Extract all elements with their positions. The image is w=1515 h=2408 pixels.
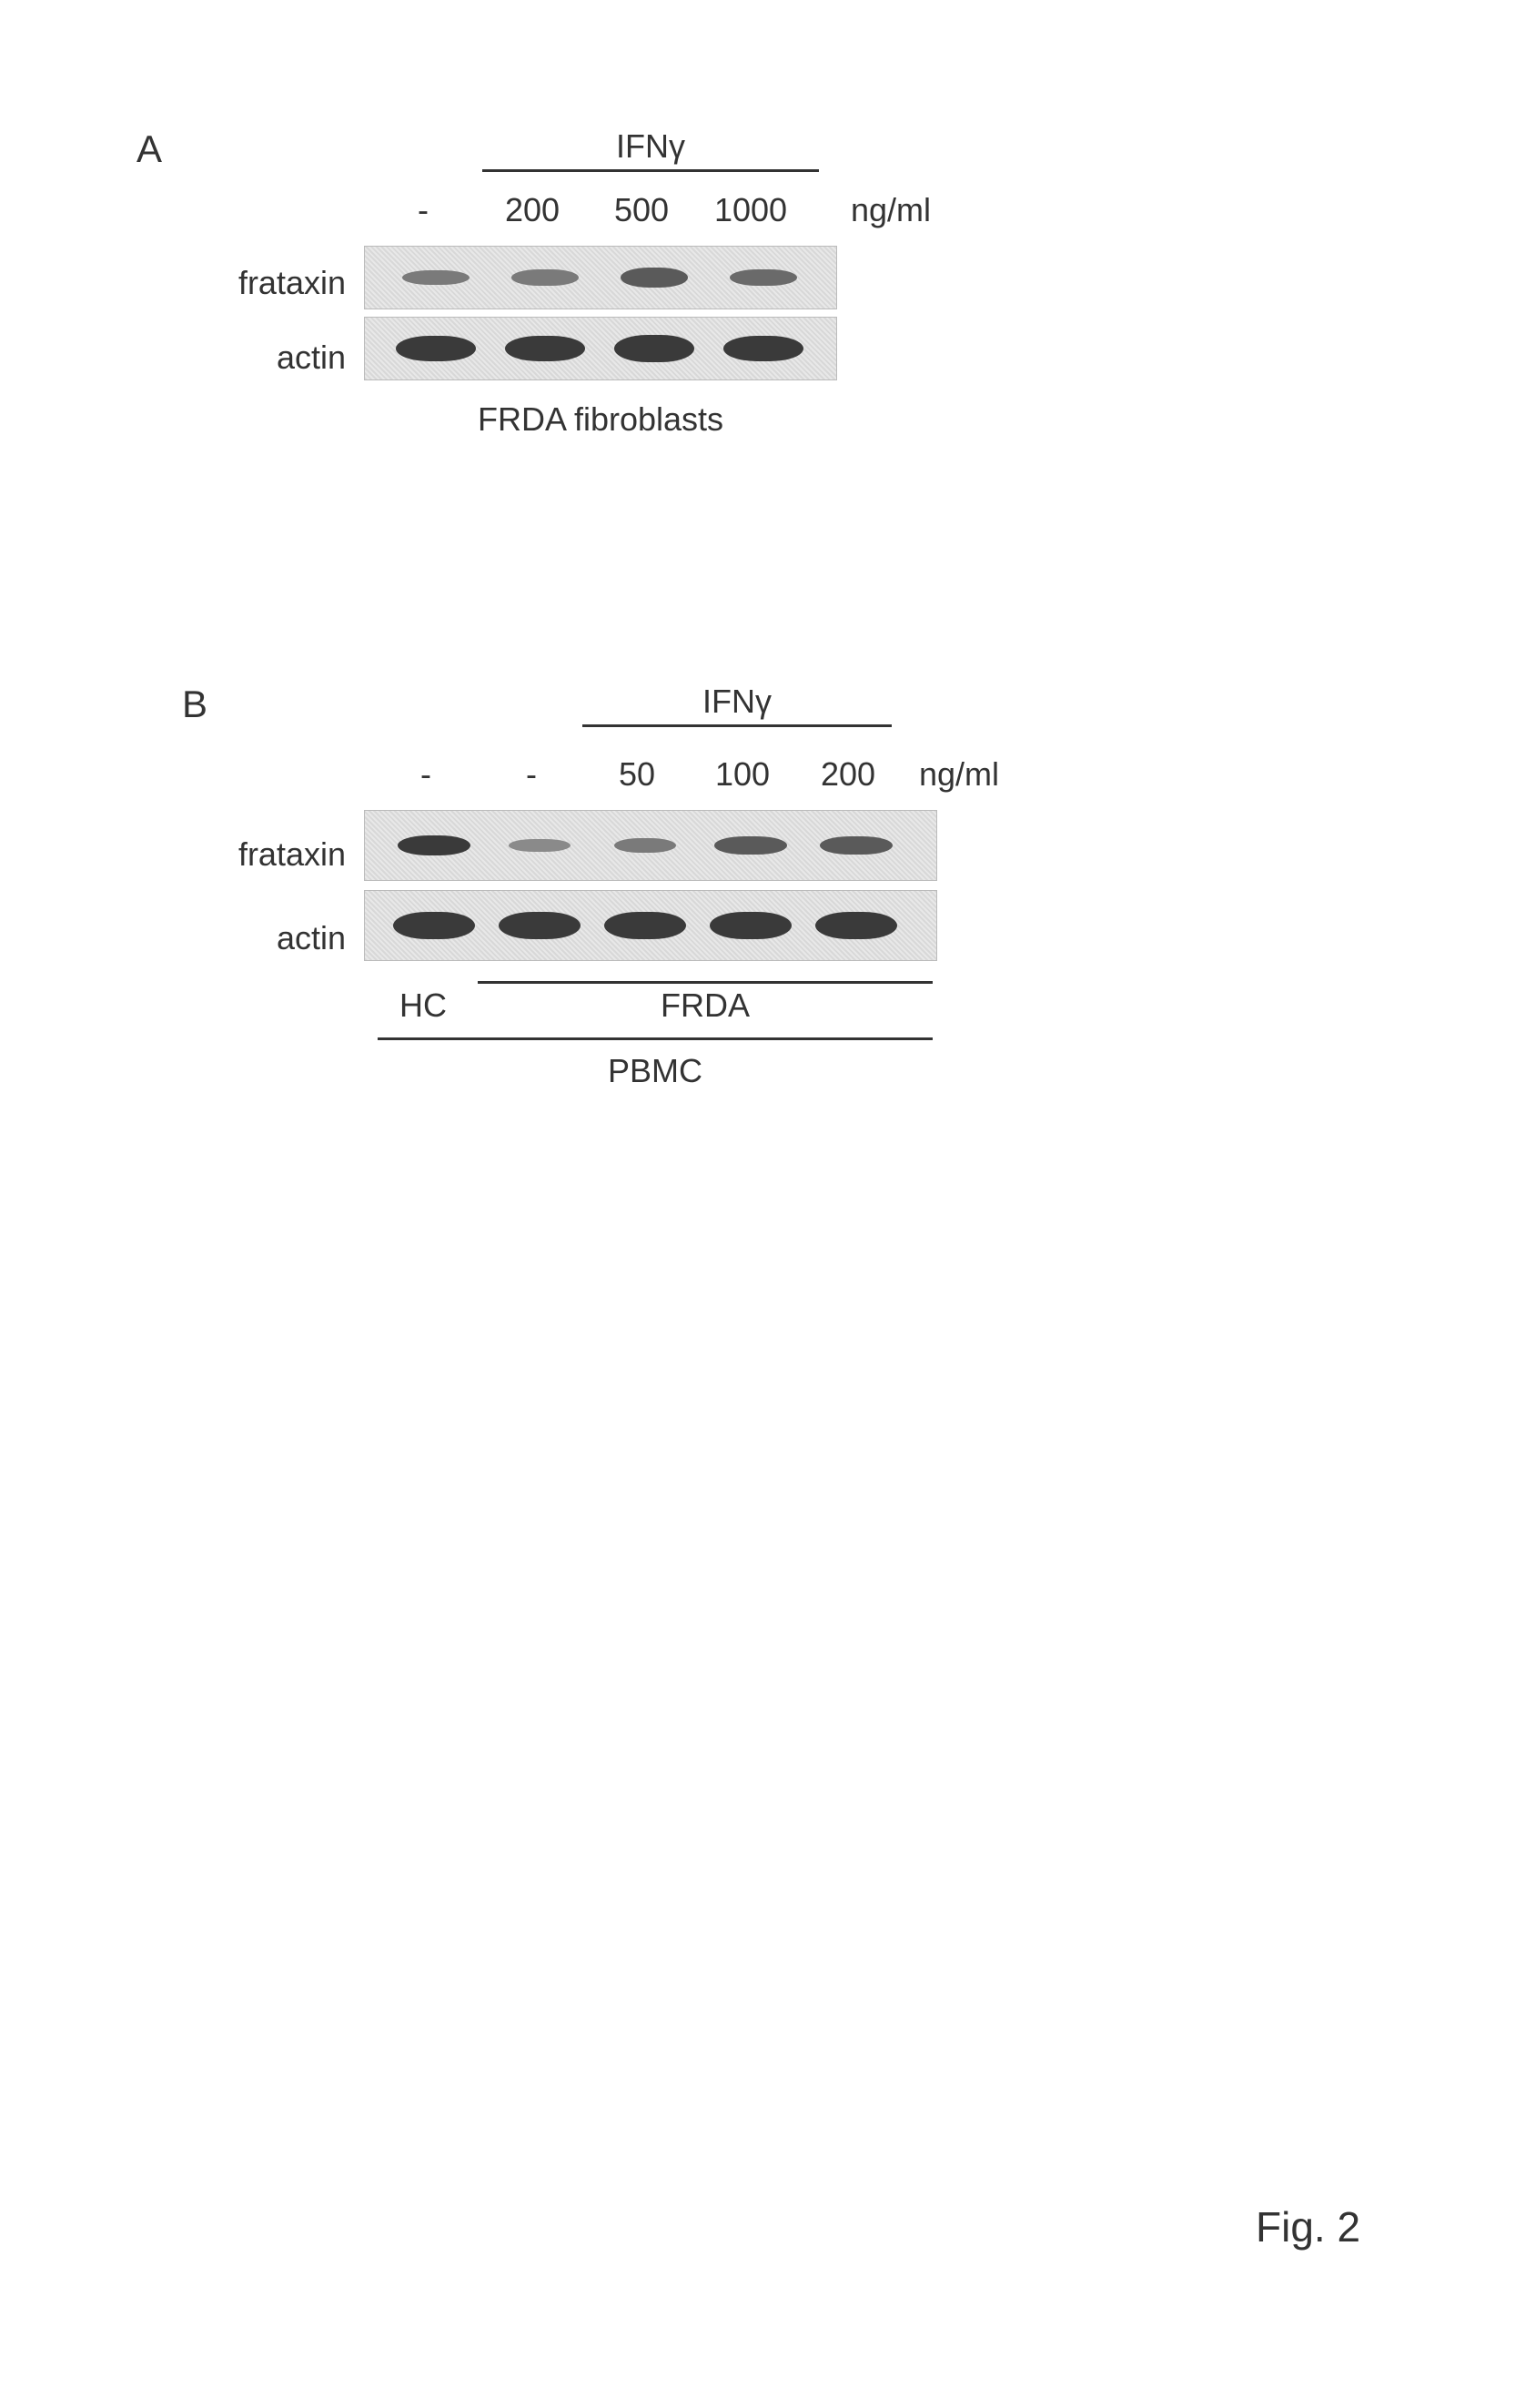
panel-b-frda-label: FRDA (478, 986, 933, 1025)
lane-label: 100 (690, 755, 795, 794)
blot-band (402, 270, 470, 285)
panel-a-row-label-frataxin: frataxin (164, 264, 346, 302)
blot-band (710, 912, 792, 939)
blot-band (815, 912, 897, 939)
blot-band (505, 336, 585, 361)
panel-b-lane-labels: --50100200 (373, 755, 901, 794)
panel-a-treatment-underline (482, 169, 819, 172)
blot-band (714, 836, 787, 855)
panel-a-treatment-group: IFNγ (482, 127, 819, 181)
panel-b-label: B (182, 683, 207, 726)
panel-a-frataxin-blot (364, 246, 837, 309)
panel-b-treatment-label: IFNγ (702, 683, 772, 721)
panel-b-treatment-group: IFNγ (582, 683, 892, 736)
panel-b-unit-label: ng/ml (919, 755, 999, 794)
lane-label: 200 (795, 755, 901, 794)
panel-b: B IFNγ --50100200 ng/ml frataxin actin H… (136, 683, 1137, 1156)
figure-caption: Fig. 2 (1256, 2202, 1360, 2251)
panel-a: A IFNγ -2005001000 ng/ml frataxin actin … (136, 127, 1228, 510)
panel-b-pbmc-underline (378, 1037, 933, 1040)
blot-band (396, 336, 476, 361)
blot-band (820, 836, 893, 855)
blot-band (499, 912, 581, 939)
blot-band (621, 268, 688, 288)
figure-container: A IFNγ -2005001000 ng/ml frataxin actin … (136, 127, 1228, 692)
panel-a-row-label-actin: actin (164, 339, 346, 377)
lane-label: - (373, 755, 479, 794)
panel-b-frda-underline (478, 981, 933, 984)
panel-b-hc-label: HC (378, 986, 469, 1025)
panel-a-label: A (136, 127, 162, 171)
panel-b-frataxin-blot (364, 810, 937, 881)
blot-band (614, 335, 694, 362)
panel-a-bottom-label: FRDA fibroblasts (364, 400, 837, 439)
panel-a-actin-blot (364, 317, 837, 380)
lane-label: - (369, 191, 478, 229)
panel-b-pbmc-label: PBMC (378, 1052, 933, 1090)
blot-band (398, 835, 470, 855)
lane-label: - (479, 755, 584, 794)
blot-band (730, 269, 797, 286)
panel-b-treatment-underline (582, 724, 892, 727)
blot-band (511, 269, 579, 286)
blot-band (604, 912, 686, 939)
lane-label: 50 (584, 755, 690, 794)
blot-band (393, 912, 475, 939)
lane-label: 1000 (696, 191, 805, 229)
panel-b-row-label-frataxin: frataxin (164, 835, 346, 874)
panel-a-unit-label: ng/ml (851, 191, 931, 229)
blot-band (614, 838, 676, 853)
panel-a-lane-labels: -2005001000 (369, 191, 805, 229)
blot-band (723, 336, 803, 361)
lane-label: 500 (587, 191, 696, 229)
panel-b-row-label-actin: actin (164, 919, 346, 957)
lane-label: 200 (478, 191, 587, 229)
blot-band (509, 839, 571, 852)
panel-b-actin-blot (364, 890, 937, 961)
panel-a-treatment-label: IFNγ (616, 127, 685, 166)
